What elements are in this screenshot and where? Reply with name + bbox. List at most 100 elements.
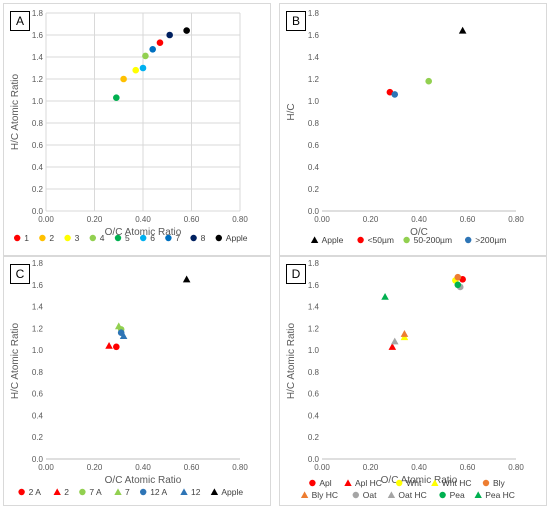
y-tick-label: 1.6	[308, 31, 320, 40]
data-point	[113, 343, 120, 351]
x-tick-label: 0.60	[184, 463, 200, 472]
data-point	[400, 329, 409, 337]
y-tick-label: 1.8	[32, 259, 44, 268]
data-point	[142, 52, 149, 60]
legend-item: Pea HC	[474, 490, 515, 500]
legend-label: Bly	[493, 478, 506, 488]
legend-item: Bly HC	[300, 490, 338, 500]
legend-marker	[165, 234, 172, 242]
data-point	[119, 332, 128, 339]
legend-label: 2	[64, 487, 69, 497]
y-axis-title: H/C Atomic Ratio	[10, 73, 21, 150]
y-tick-label: 0.2	[32, 433, 44, 442]
legend-label: 2 A	[29, 487, 42, 497]
data-point	[182, 275, 191, 283]
legend-label: 12 A	[150, 487, 167, 497]
legend-label: 3	[75, 233, 80, 243]
legend-marker	[300, 491, 309, 498]
x-tick-label: 0.60	[460, 215, 476, 224]
legend-marker	[387, 491, 396, 498]
x-axis-title: O/C Atomic Ratio	[105, 475, 182, 486]
x-axis-title: O/C	[410, 227, 428, 238]
legend-marker	[64, 234, 71, 242]
scatter-chart-b: 0.0 0.2 0.4 0.6 0.8 1.0 1.2 1.4 1.6 1.8 0.00 0.20 0.…	[286, 9, 524, 245]
legend-label: Pea HC	[485, 490, 515, 500]
legend-marker	[190, 234, 197, 242]
x-tick-label: 0.20	[363, 215, 379, 224]
y-tick-label: 1.6	[308, 281, 320, 290]
legend-marker	[89, 234, 97, 242]
legend-item: Apple	[210, 487, 243, 497]
chart-panel-d: 0.0 0.2 0.4 0.6 0.8 1.0 1.2 1.4 1.6 1.8 0.00 0.20 0.…	[279, 256, 547, 506]
legend-label: Oat HC	[398, 490, 426, 500]
data-point	[132, 66, 140, 74]
legend-item: Wht HC	[431, 478, 472, 488]
legend-item: Pea	[439, 490, 465, 500]
x-tick-label: 0.20	[363, 463, 379, 472]
legend-item: 3	[64, 233, 80, 243]
x-tick-label: 0.80	[232, 463, 248, 472]
legend-marker	[114, 234, 122, 242]
legend-marker	[465, 236, 472, 244]
scatter-chart-d: 0.0 0.2 0.4 0.6 0.8 1.0 1.2 1.4 1.6 1.8 0.00 0.20 0.…	[286, 259, 524, 500]
y-tick-label: 0.2	[32, 185, 44, 194]
y-tick-label: 0.4	[308, 411, 320, 420]
data-point	[388, 343, 397, 350]
legend-item: 4	[89, 233, 105, 243]
panel-label: A	[10, 11, 30, 31]
data-point	[120, 75, 127, 83]
y-tick-label: 0.8	[32, 368, 44, 377]
legend-label: Apl	[319, 478, 331, 488]
y-axis-title: H/C Atomic Ratio	[10, 322, 21, 399]
data-point	[156, 39, 164, 46]
y-tick-label: 0.6	[308, 390, 320, 399]
legend-marker	[114, 488, 122, 495]
y-tick-label: 1.6	[32, 281, 44, 290]
legend-label: Apl HC	[355, 478, 382, 488]
legend-marker	[210, 488, 219, 495]
data-point	[113, 94, 120, 101]
legend-label: 50-200µm	[414, 235, 452, 245]
legend-label: 6	[150, 233, 155, 243]
y-tick-label: 1.2	[308, 75, 320, 84]
legend-label: <50µm	[368, 235, 394, 245]
legend-marker	[352, 491, 359, 499]
scatter-chart-c: 0.0 0.2 0.4 0.6 0.8 1.0 1.2 1.4 1.6 1.8 0.00 0.20 0.…	[10, 259, 248, 497]
legend-label: 7 A	[89, 487, 102, 497]
y-tick-label: 1.6	[32, 31, 44, 40]
legend-marker	[310, 236, 319, 243]
legend-marker	[14, 234, 21, 242]
panel-label: D	[286, 264, 306, 284]
y-tick-label: 0.0	[32, 455, 44, 464]
y-tick-label: 1.4	[32, 53, 44, 62]
legend-marker	[482, 479, 490, 487]
data-point	[114, 322, 123, 330]
y-tick-label: 0.6	[32, 390, 44, 399]
legend-item: Bly	[482, 478, 506, 488]
legend-marker	[309, 479, 316, 487]
legend-marker	[344, 479, 352, 486]
y-tick-label: 0.8	[308, 368, 320, 377]
legend-label: Wht HC	[442, 478, 472, 488]
legend-marker	[357, 236, 364, 244]
legend-marker	[140, 234, 147, 242]
legend-item: 1	[14, 233, 29, 243]
legend-label: 1	[24, 233, 29, 243]
legend-item: 7 A	[79, 487, 102, 497]
legend-item: 12 A	[140, 487, 168, 497]
x-tick-label: 0.80	[232, 215, 248, 224]
legend-item: Apl HC	[344, 478, 382, 488]
scatter-chart-a: 0.0 0.2 0.4 0.6 0.8 1.0 1.2 1.4 1.6 1.8 0.00 0.20 0.…	[10, 9, 248, 243]
y-tick-label: 0.0	[308, 455, 320, 464]
data-point	[149, 46, 156, 53]
x-tick-label: 0.00	[314, 463, 330, 472]
x-tick-label: 0.20	[87, 215, 103, 224]
legend-marker	[140, 488, 147, 496]
legend-label: 2	[49, 233, 54, 243]
y-tick-label: 1.0	[308, 346, 320, 355]
data-point	[425, 77, 432, 85]
legend-item: Oat	[352, 490, 377, 500]
legend-label: Apple	[221, 487, 243, 497]
legend-item: 12	[180, 487, 201, 497]
legend-marker	[431, 479, 439, 486]
